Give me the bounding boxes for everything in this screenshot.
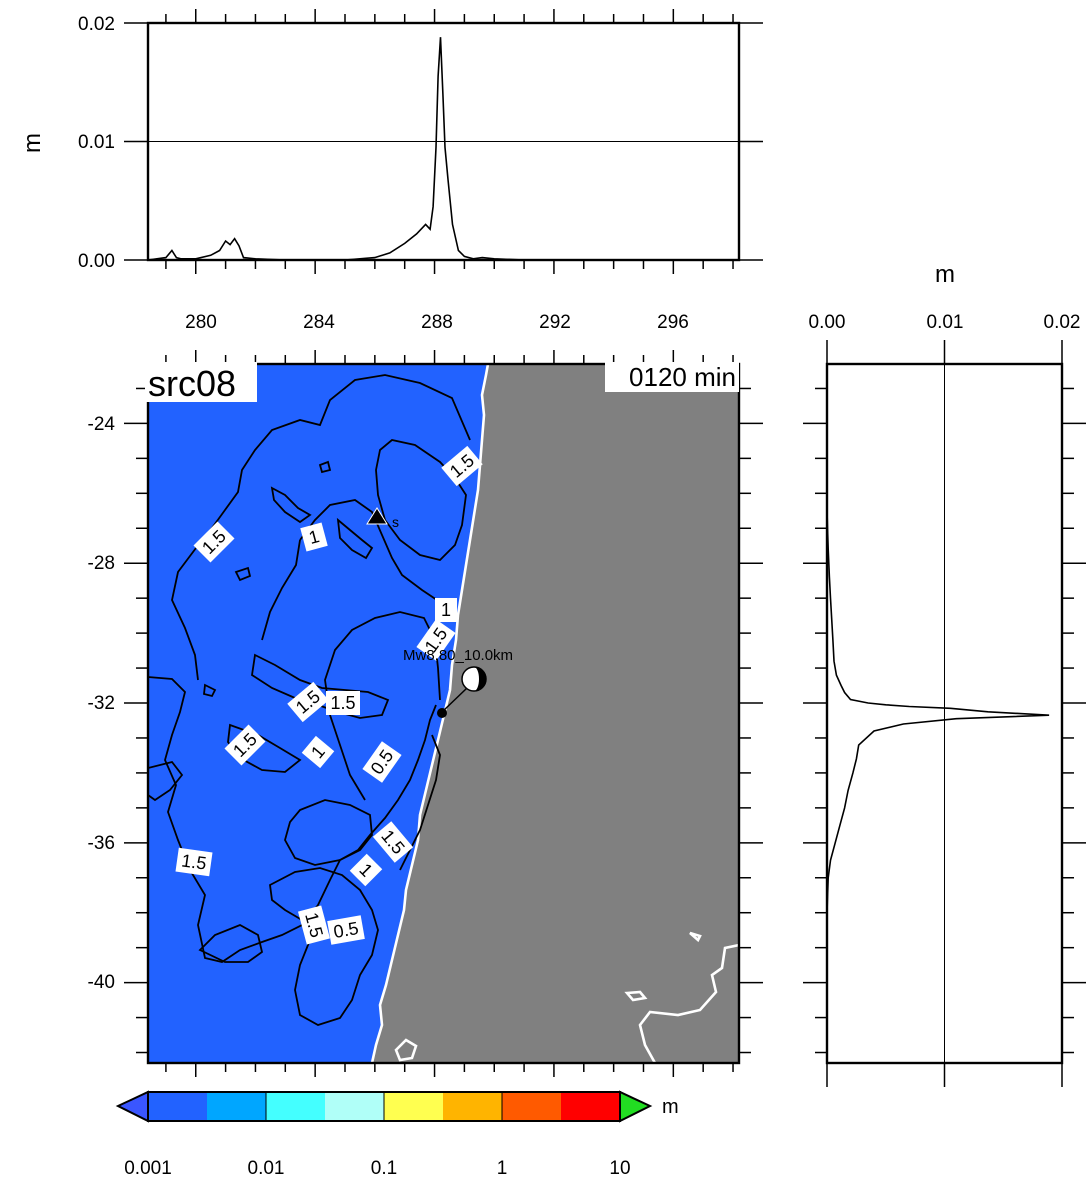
contour-label: 1 <box>301 735 335 769</box>
contour-line <box>284 799 373 866</box>
beachball-leader-line <box>441 687 468 713</box>
colorbar-bin <box>148 1092 208 1121</box>
contour-label: 1.5 <box>326 691 360 715</box>
contour-line <box>198 924 264 963</box>
time-label-box <box>605 362 739 392</box>
colorbar-bin <box>443 1092 503 1121</box>
right-x-axis-label: m <box>935 261 955 288</box>
contour-line <box>270 486 312 524</box>
epicenter-label: Mw8.80_10.0km <box>403 647 513 664</box>
lon-tick-label: 292 <box>539 312 571 333</box>
island <box>689 931 702 943</box>
time-label: 0120 min <box>629 362 736 392</box>
contour-line <box>251 653 390 719</box>
source-label: src08 <box>148 363 236 404</box>
top-y-axis-label: m <box>19 133 46 153</box>
station-triangle-icon <box>366 507 388 525</box>
map-frame <box>146 362 741 1065</box>
right-x-tick-label: 0.01 <box>927 312 964 333</box>
right-profile-ticks <box>803 340 1086 1087</box>
lat-tick-label: -28 <box>88 553 115 574</box>
lon-tick-label: 288 <box>421 312 453 333</box>
right-profile-series-line <box>826 364 1050 1063</box>
colorbar-tick-label: 10 <box>609 1158 630 1179</box>
svg-text:0.5: 0.5 <box>332 918 360 942</box>
top-profile-ticks <box>124 9 763 274</box>
contour-line <box>203 683 217 698</box>
colorbar-bin <box>266 1092 326 1121</box>
focal-mechanism-beachball-icon <box>461 666 487 692</box>
contour-line <box>399 734 441 871</box>
contour-line <box>318 460 332 474</box>
right-profile-panel: m 0.00 0.01 0.02 <box>803 261 1086 1087</box>
lon-tick-label: 284 <box>303 312 335 333</box>
colorbar-tick-label: 0.001 <box>124 1158 172 1179</box>
contour-line <box>234 566 252 582</box>
colorbar-tick-label: 1 <box>497 1158 508 1179</box>
colorbar-unit: m <box>662 1096 679 1118</box>
right-x-tick-label: 0.02 <box>1044 312 1081 333</box>
colorbar-tick-label: 0.01 <box>248 1158 285 1179</box>
map-ticks <box>124 350 763 1077</box>
lon-tick-label: 280 <box>185 312 217 333</box>
contour-line <box>375 439 467 561</box>
contour-line <box>171 374 471 681</box>
contour-label: 1.5 <box>175 847 213 877</box>
contour-line <box>261 539 301 641</box>
colorbar-bin <box>561 1092 621 1121</box>
colorbar-bin <box>384 1092 444 1121</box>
colorbar-bin <box>207 1092 267 1121</box>
lat-tick-label: -32 <box>88 693 115 714</box>
land-fill <box>372 364 739 1063</box>
colorbar-bin <box>325 1092 385 1121</box>
map-panel: 1.5 1 1.5 1 1.5 1.5 1.5 1 0.5 1.5 1.5 1 … <box>88 350 763 1077</box>
contour-label: 1.5 <box>416 619 456 661</box>
colorbar-tick-label: 0.1 <box>371 1158 397 1179</box>
colorbar-over-triangle <box>619 1090 653 1123</box>
svg-text:1.5: 1.5 <box>330 693 355 713</box>
contour-label: 0.5 <box>327 915 365 945</box>
island <box>394 1038 418 1062</box>
svg-text:1.5: 1.5 <box>180 850 208 873</box>
right-x-tick-label: 0.00 <box>809 312 846 333</box>
station-label: s <box>392 514 399 530</box>
lat-tick-label: -40 <box>88 972 115 993</box>
svg-text:1: 1 <box>307 526 322 548</box>
contour-label: 1 <box>300 522 328 552</box>
contour-line <box>148 760 184 802</box>
colorbar-bin <box>502 1092 562 1121</box>
top-profile-series-line <box>147 37 739 261</box>
contour-labels: 1.5 1 1.5 1 1.5 1.5 1.5 1 0.5 1.5 1.5 1 … <box>175 445 483 945</box>
island <box>624 990 648 1002</box>
contour-label: 1.5 <box>298 905 330 945</box>
contour-line <box>299 499 456 606</box>
colorbar-bins <box>148 1092 621 1121</box>
svg-text:1: 1 <box>441 600 451 620</box>
colorbar: m 0.001 0.01 0.1 1 10 <box>115 1090 679 1179</box>
top-y-tick-label: 0.01 <box>78 132 115 153</box>
colorbar-under-triangle <box>115 1090 149 1123</box>
lon-tick-label: 296 <box>657 312 689 333</box>
top-profile-panel: 0.02 0.01 0.00 m 280 284 288 292 296 <box>19 9 763 333</box>
contour-label: 1 <box>435 598 457 622</box>
contour-label: 1 <box>349 853 383 887</box>
contour-line <box>336 517 374 560</box>
top-y-tick-label: 0.00 <box>78 251 115 272</box>
lat-tick-label: -24 <box>88 414 116 435</box>
coastline-south <box>638 943 739 1063</box>
source-label-box <box>145 362 257 402</box>
top-y-tick-label: 0.02 <box>78 14 115 35</box>
lat-tick-label: -36 <box>88 833 115 854</box>
epicenter-dot <box>437 708 447 718</box>
contour-line <box>148 676 437 963</box>
